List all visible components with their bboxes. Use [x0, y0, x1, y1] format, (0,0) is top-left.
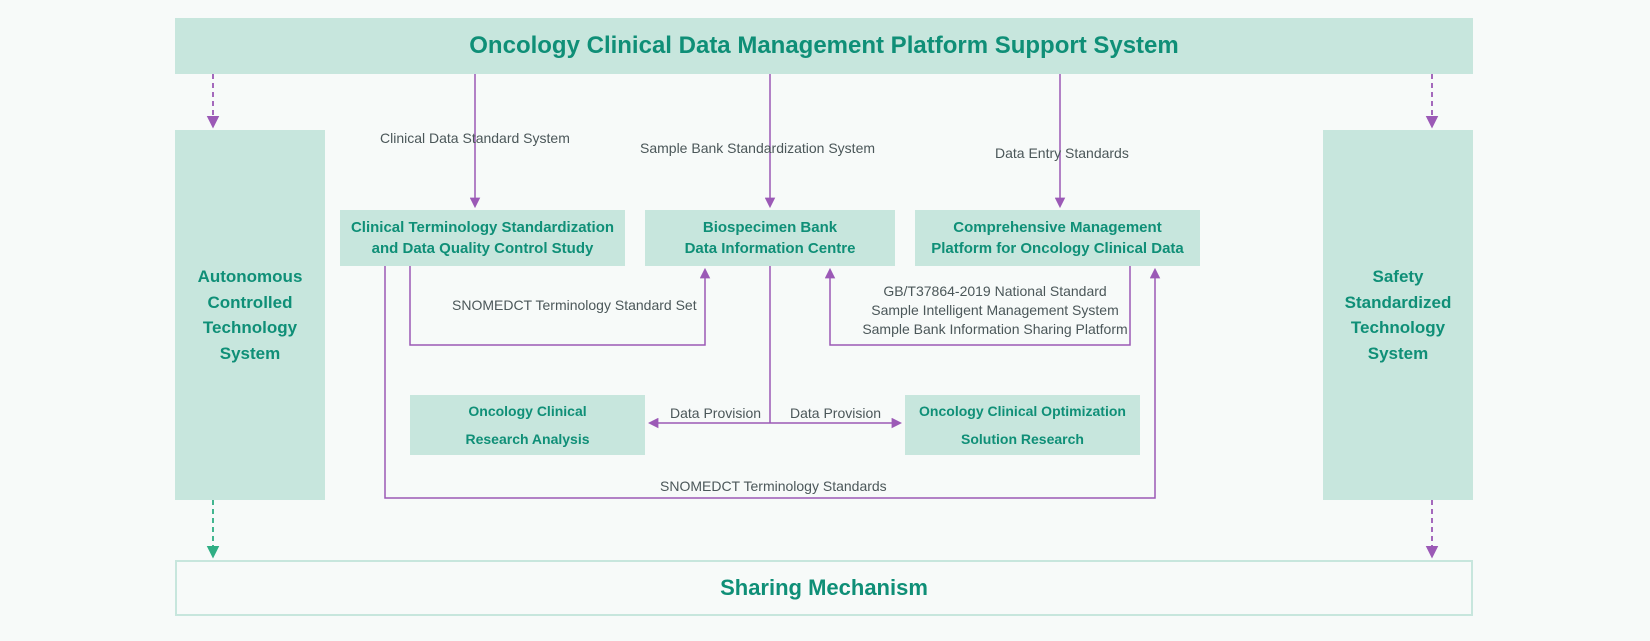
node-mid1: Clinical Terminology Standardization and… — [340, 210, 625, 266]
node-low1-label: Oncology Clinical Research Analysis — [466, 397, 590, 453]
label-e6r: Data Provision — [790, 405, 881, 421]
node-left-label: Autonomous Controlled Technology System — [198, 264, 303, 366]
node-low2-label: Oncology Clinical Optimization Solution … — [919, 397, 1126, 453]
node-left: Autonomous Controlled Technology System — [175, 130, 325, 500]
node-mid3-label: Comprehensive Management Platform for On… — [931, 217, 1184, 259]
label-e3: Data Entry Standards — [995, 145, 1129, 161]
node-low1: Oncology Clinical Research Analysis — [410, 395, 645, 455]
label-e2: Sample Bank Standardization System — [640, 140, 875, 156]
label-e4: SNOMEDCT Terminology Standard Set — [452, 297, 697, 313]
node-mid2: Biospecimen Bank Data Information Centre — [645, 210, 895, 266]
label-e1: Clinical Data Standard System — [380, 130, 570, 146]
node-mid3: Comprehensive Management Platform for On… — [915, 210, 1200, 266]
node-top: Oncology Clinical Data Management Platfo… — [175, 18, 1473, 74]
node-low2: Oncology Clinical Optimization Solution … — [905, 395, 1140, 455]
node-right-label: Safety Standardized Technology System — [1345, 264, 1452, 366]
label-e5: GB/T37864-2019 National Standard Sample … — [855, 282, 1135, 339]
node-right: Safety Standardized Technology System — [1323, 130, 1473, 500]
node-bottom-label: Sharing Mechanism — [720, 575, 928, 601]
node-mid1-label: Clinical Terminology Standardization and… — [351, 217, 614, 259]
node-mid2-label: Biospecimen Bank Data Information Centre — [685, 217, 856, 259]
node-top-label: Oncology Clinical Data Management Platfo… — [469, 32, 1178, 60]
node-bottom: Sharing Mechanism — [175, 560, 1473, 616]
label-e6l: Data Provision — [670, 405, 761, 421]
label-e7: SNOMEDCT Terminology Standards — [660, 478, 887, 494]
